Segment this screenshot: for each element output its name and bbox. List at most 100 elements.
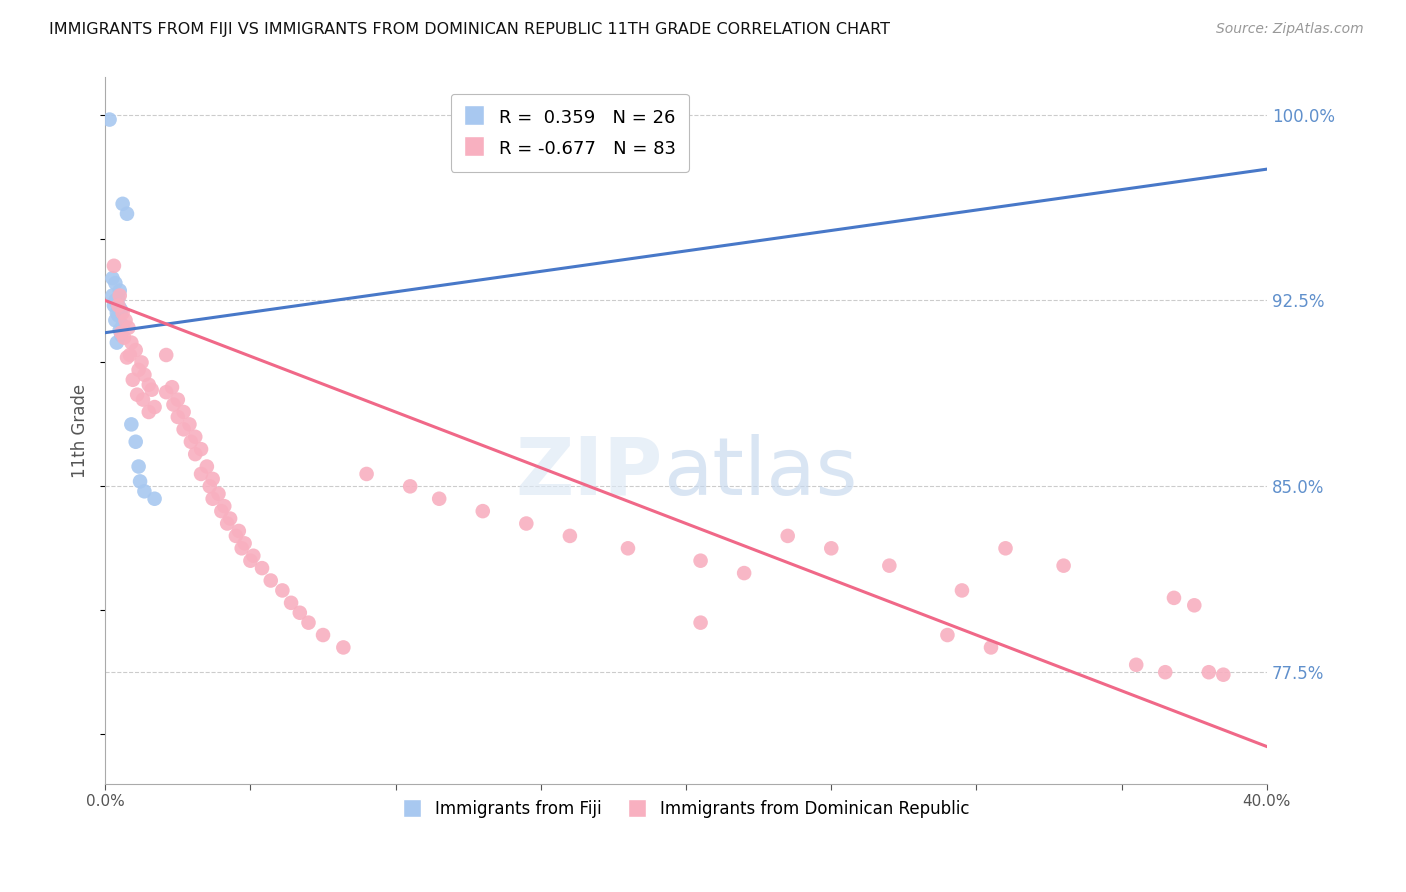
Text: atlas: atlas bbox=[662, 434, 858, 512]
Point bbox=[217, 516, 239, 531]
Point bbox=[471, 504, 494, 518]
Point bbox=[980, 640, 1002, 655]
Point bbox=[108, 288, 131, 302]
Point bbox=[225, 529, 247, 543]
Point bbox=[134, 484, 156, 499]
Y-axis label: 11th Grade: 11th Grade bbox=[72, 384, 89, 477]
Point bbox=[179, 417, 201, 432]
Text: ZIP: ZIP bbox=[516, 434, 662, 512]
Legend: Immigrants from Fiji, Immigrants from Dominican Republic: Immigrants from Fiji, Immigrants from Do… bbox=[395, 794, 977, 825]
Point bbox=[1182, 599, 1205, 613]
Point bbox=[399, 479, 422, 493]
Point bbox=[427, 491, 450, 506]
Point bbox=[1125, 657, 1147, 672]
Point bbox=[111, 306, 134, 320]
Point bbox=[115, 351, 138, 365]
Point bbox=[180, 434, 202, 449]
Point bbox=[127, 387, 149, 401]
Point bbox=[950, 583, 973, 598]
Point bbox=[1198, 665, 1220, 680]
Point bbox=[558, 529, 581, 543]
Point bbox=[120, 417, 142, 432]
Point bbox=[280, 596, 302, 610]
Point bbox=[117, 320, 139, 334]
Point bbox=[233, 536, 256, 550]
Point bbox=[104, 313, 127, 327]
Point bbox=[105, 335, 128, 350]
Point bbox=[173, 405, 195, 419]
Point bbox=[101, 288, 124, 302]
Point bbox=[112, 331, 135, 345]
Point bbox=[132, 392, 155, 407]
Point bbox=[138, 405, 160, 419]
Point bbox=[356, 467, 378, 481]
Text: IMMIGRANTS FROM FIJI VS IMMIGRANTS FROM DOMINICAN REPUBLIC 11TH GRADE CORRELATIO: IMMIGRANTS FROM FIJI VS IMMIGRANTS FROM … bbox=[49, 22, 890, 37]
Point bbox=[128, 459, 150, 474]
Point bbox=[118, 348, 141, 362]
Point bbox=[138, 377, 160, 392]
Point bbox=[250, 561, 273, 575]
Point bbox=[128, 363, 150, 377]
Point bbox=[239, 554, 262, 568]
Point bbox=[242, 549, 264, 563]
Point bbox=[110, 328, 132, 343]
Text: Source: ZipAtlas.com: Source: ZipAtlas.com bbox=[1216, 22, 1364, 37]
Point bbox=[155, 385, 177, 400]
Point bbox=[515, 516, 537, 531]
Point bbox=[104, 293, 127, 308]
Point bbox=[936, 628, 959, 642]
Point bbox=[110, 303, 132, 318]
Point bbox=[114, 313, 136, 327]
Point bbox=[190, 442, 212, 457]
Point bbox=[617, 541, 640, 556]
Point bbox=[332, 640, 354, 655]
Point bbox=[231, 541, 253, 556]
Point bbox=[160, 380, 183, 394]
Point bbox=[103, 298, 125, 312]
Point bbox=[111, 318, 134, 333]
Point bbox=[689, 554, 711, 568]
Point bbox=[214, 499, 236, 513]
Point bbox=[166, 409, 188, 424]
Point bbox=[1163, 591, 1185, 605]
Point bbox=[195, 459, 218, 474]
Point bbox=[108, 323, 131, 337]
Point bbox=[820, 541, 842, 556]
Point bbox=[107, 291, 129, 305]
Point bbox=[297, 615, 319, 630]
Point bbox=[219, 511, 242, 525]
Point bbox=[105, 296, 128, 310]
Point bbox=[689, 615, 711, 630]
Point bbox=[107, 309, 129, 323]
Point bbox=[162, 398, 184, 412]
Point bbox=[173, 422, 195, 436]
Point bbox=[1212, 667, 1234, 681]
Point bbox=[166, 392, 188, 407]
Point bbox=[228, 524, 250, 538]
Point bbox=[1154, 665, 1177, 680]
Point bbox=[879, 558, 901, 573]
Point bbox=[115, 207, 138, 221]
Point bbox=[108, 284, 131, 298]
Point bbox=[143, 400, 166, 414]
Point bbox=[271, 583, 294, 598]
Point bbox=[209, 504, 232, 518]
Point bbox=[105, 306, 128, 320]
Point bbox=[110, 326, 132, 340]
Point bbox=[184, 447, 207, 461]
Point bbox=[111, 197, 134, 211]
Point bbox=[184, 430, 207, 444]
Point bbox=[260, 574, 283, 588]
Point bbox=[1052, 558, 1074, 573]
Point bbox=[201, 472, 224, 486]
Point bbox=[98, 112, 121, 127]
Point bbox=[776, 529, 799, 543]
Point bbox=[125, 343, 148, 357]
Point bbox=[121, 373, 143, 387]
Point bbox=[104, 276, 127, 290]
Point bbox=[155, 348, 177, 362]
Point bbox=[129, 475, 152, 489]
Point bbox=[125, 434, 148, 449]
Point bbox=[733, 566, 755, 580]
Point bbox=[190, 467, 212, 481]
